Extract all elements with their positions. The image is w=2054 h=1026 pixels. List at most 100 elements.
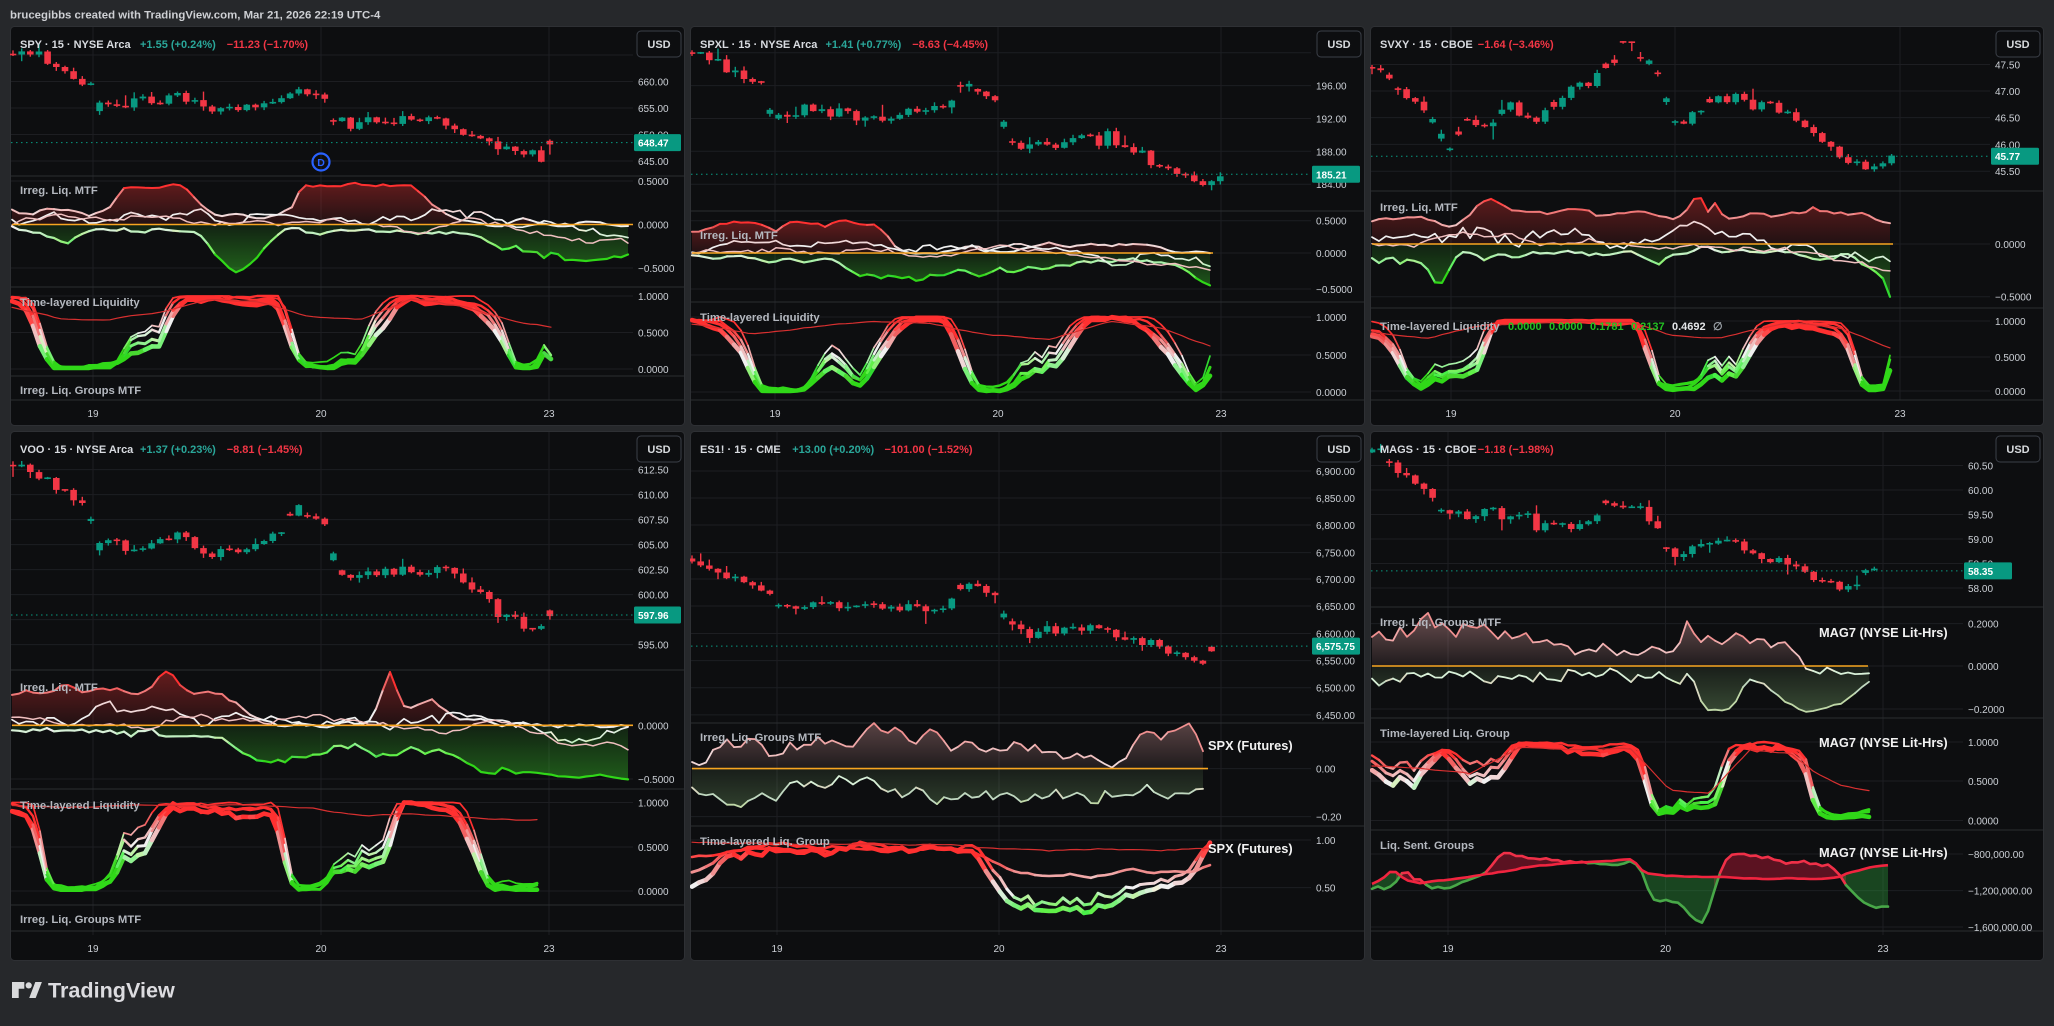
svg-text:0.5000: 0.5000: [638, 329, 669, 340]
svg-text:+1.41 (+0.77%): +1.41 (+0.77%): [826, 39, 902, 51]
svg-text:USD: USD: [647, 444, 670, 456]
svg-text:60.00: 60.00: [1968, 486, 1993, 497]
svg-text:19: 19: [1442, 944, 1454, 955]
svg-text:6,750.00: 6,750.00: [1316, 549, 1355, 560]
svg-text:Irreg. Liq. MTF: Irreg. Liq. MTF: [20, 682, 98, 694]
svg-text:SPY · 15 · NYSE Arca: SPY · 15 · NYSE Arca: [20, 39, 132, 51]
svg-text:0.5000: 0.5000: [638, 177, 669, 188]
svg-text:46.00: 46.00: [1995, 140, 2020, 151]
svg-text:59.50: 59.50: [1968, 511, 1993, 522]
svg-text:0.0000: 0.0000: [1508, 321, 1542, 333]
svg-text:6,500.00: 6,500.00: [1316, 684, 1355, 695]
svg-text:23: 23: [1215, 409, 1227, 420]
svg-text:19: 19: [87, 944, 99, 955]
svg-text:6,600.00: 6,600.00: [1316, 630, 1355, 641]
svg-text:0.0000: 0.0000: [638, 221, 669, 232]
svg-text:Time-layered Liquidity: Time-layered Liquidity: [700, 312, 820, 324]
svg-text:MAG7 (NYSE Lit-Hrs): MAG7 (NYSE Lit-Hrs): [1819, 625, 1948, 640]
svg-text:20: 20: [315, 944, 327, 955]
svg-text:196.00: 196.00: [1316, 82, 1347, 93]
svg-text:USD: USD: [647, 39, 670, 51]
svg-text:Time-layered Liquidity: Time-layered Liquidity: [20, 297, 140, 309]
svg-text:−0.5000: −0.5000: [638, 775, 675, 786]
svg-text:1.0000: 1.0000: [1968, 738, 1999, 749]
svg-text:20: 20: [315, 409, 327, 420]
svg-text:ES1! · 15 · CME: ES1! · 15 · CME: [700, 444, 781, 456]
svg-text:46.50: 46.50: [1995, 114, 2020, 125]
svg-text:USD: USD: [2006, 39, 2029, 51]
svg-text:0.5000: 0.5000: [1995, 353, 2026, 364]
svg-text:brucegibbs created with Tradin: brucegibbs created with TradingView.com,…: [10, 10, 381, 22]
svg-text:58.00: 58.00: [1968, 584, 1993, 595]
svg-text:−8.81 (−1.45%): −8.81 (−1.45%): [227, 444, 303, 456]
svg-text:SPX (Futures): SPX (Futures): [1208, 738, 1293, 753]
svg-text:Time-layered Liq. Group: Time-layered Liq. Group: [700, 836, 830, 848]
svg-text:188.00: 188.00: [1316, 147, 1347, 158]
svg-text:6,450.00: 6,450.00: [1316, 711, 1355, 722]
svg-text:Irreg. Liq. Groups MTF: Irreg. Liq. Groups MTF: [20, 385, 141, 397]
svg-text:−800,000.00: −800,000.00: [1968, 850, 2024, 861]
svg-text:0.0000: 0.0000: [1995, 387, 2026, 398]
svg-text:−0.5000: −0.5000: [1995, 293, 2032, 304]
svg-text:20: 20: [1669, 409, 1681, 420]
svg-text:0.0000: 0.0000: [638, 365, 669, 376]
svg-text:19: 19: [1445, 409, 1457, 420]
svg-text:D: D: [317, 157, 325, 169]
svg-text:0.2000: 0.2000: [1968, 620, 1999, 631]
svg-text:MAG7 (NYSE Lit-Hrs): MAG7 (NYSE Lit-Hrs): [1819, 845, 1948, 860]
svg-text:20: 20: [1660, 944, 1672, 955]
svg-text:6,700.00: 6,700.00: [1316, 575, 1355, 586]
svg-text:612.50: 612.50: [638, 466, 669, 477]
svg-text:23: 23: [1894, 409, 1906, 420]
svg-text:−8.63 (−4.45%): −8.63 (−4.45%): [912, 39, 988, 51]
svg-text:1.00: 1.00: [1316, 836, 1336, 847]
svg-text:−0.5000: −0.5000: [638, 264, 675, 275]
svg-text:6,650.00: 6,650.00: [1316, 602, 1355, 613]
svg-text:19: 19: [87, 409, 99, 420]
svg-text:0.0000: 0.0000: [1968, 662, 1999, 673]
svg-text:∅: ∅: [1713, 321, 1723, 333]
svg-text:648.47: 648.47: [638, 139, 669, 150]
svg-text:6,850.00: 6,850.00: [1316, 494, 1355, 505]
svg-text:605.00: 605.00: [638, 541, 669, 552]
svg-text:23: 23: [543, 409, 555, 420]
svg-text:−1.18 (−1.98%): −1.18 (−1.98%): [1478, 444, 1554, 456]
svg-text:+1.37 (+0.23%): +1.37 (+0.23%): [140, 444, 216, 456]
svg-text:Irreg. Liq. Groups MTF: Irreg. Liq. Groups MTF: [20, 914, 141, 926]
svg-text:23: 23: [1215, 944, 1227, 955]
svg-text:+1.55 (+0.24%): +1.55 (+0.24%): [140, 39, 216, 51]
svg-text:645.00: 645.00: [638, 157, 669, 168]
svg-text:SPXL · 15 · NYSE Arca: SPXL · 15 · NYSE Arca: [700, 39, 818, 51]
svg-text:1.0000: 1.0000: [1316, 313, 1347, 324]
svg-text:−1,600,000.00: −1,600,000.00: [1968, 923, 2033, 934]
svg-text:0.0000: 0.0000: [1968, 817, 1999, 828]
svg-text:Irreg. Liq. MTF: Irreg. Liq. MTF: [20, 185, 98, 197]
svg-text:45.77: 45.77: [1995, 152, 2020, 163]
svg-text:47.50: 47.50: [1995, 61, 2020, 72]
svg-text:Liq. Sent. Groups: Liq. Sent. Groups: [1380, 840, 1474, 852]
svg-text:595.00: 595.00: [638, 641, 669, 652]
svg-text:45.50: 45.50: [1995, 167, 2020, 178]
svg-text:600.00: 600.00: [638, 591, 669, 602]
svg-text:Irreg. Liq. Groups MTF: Irreg. Liq. Groups MTF: [700, 732, 821, 744]
svg-text:597.96: 597.96: [638, 611, 669, 622]
svg-text:1.0000: 1.0000: [1995, 317, 2026, 328]
svg-text:607.50: 607.50: [638, 516, 669, 527]
svg-text:19: 19: [771, 944, 783, 955]
svg-text:0.5000: 0.5000: [638, 843, 669, 854]
svg-text:MAGS · 15 · CBOE: MAGS · 15 · CBOE: [1380, 444, 1477, 456]
svg-text:−11.23 (−1.70%): −11.23 (−1.70%): [227, 39, 309, 51]
svg-text:192.00: 192.00: [1316, 115, 1347, 126]
svg-text:Irreg. Liq. Groups MTF: Irreg. Liq. Groups MTF: [1380, 617, 1501, 629]
svg-text:−0.2000: −0.2000: [1968, 705, 2005, 716]
svg-text:0.2137: 0.2137: [1631, 321, 1665, 333]
svg-text:60.50: 60.50: [1968, 462, 1993, 473]
svg-text:0.0000: 0.0000: [1316, 249, 1347, 260]
svg-text:59.00: 59.00: [1968, 535, 1993, 546]
svg-text:6,550.00: 6,550.00: [1316, 657, 1355, 668]
svg-text:−0.20: −0.20: [1316, 813, 1342, 824]
svg-text:SVXY · 15 · CBOE: SVXY · 15 · CBOE: [1380, 39, 1473, 51]
svg-text:0.0000: 0.0000: [1995, 240, 2026, 251]
svg-text:0.0000: 0.0000: [638, 887, 669, 898]
svg-text:20: 20: [993, 944, 1005, 955]
